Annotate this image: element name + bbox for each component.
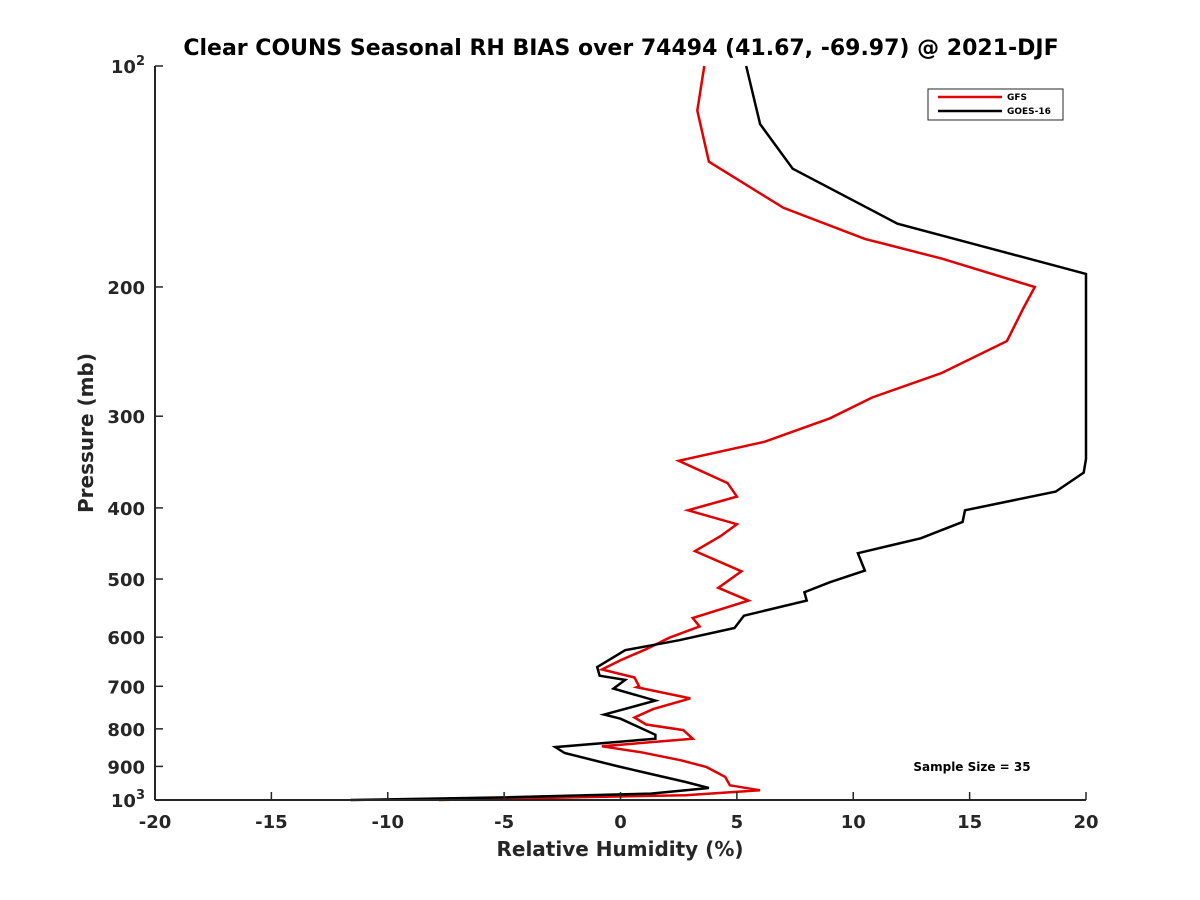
- x-tick-label: 10: [841, 812, 866, 833]
- x-tick-label: 20: [1073, 812, 1098, 833]
- x-tick-label: 5: [731, 812, 744, 833]
- sample-size-annotation: Sample Size = 35: [913, 760, 1030, 774]
- x-tick-label: 15: [957, 812, 982, 833]
- y-axis-ticks: 102 200 300 400 500 600 700 800 900 103: [107, 54, 163, 812]
- legend-label-goes16: GOES-16: [1007, 107, 1051, 117]
- y-tick-label: 102: [111, 54, 145, 78]
- y-tick-label: 200: [107, 278, 145, 299]
- x-tick-label: -20: [139, 812, 172, 833]
- y-tick-label: 900: [107, 757, 145, 778]
- chart-title: Clear COUNS Seasonal RH BIAS over 74494 …: [183, 36, 1058, 61]
- series-line-gfs: [438, 65, 1037, 802]
- y-tick-label: 400: [107, 499, 145, 520]
- x-axis-ticks: -20 -15 -10 -5 0 5 10 15 20: [139, 792, 1099, 833]
- x-tick-label: -10: [371, 812, 404, 833]
- y-tick-label: 700: [107, 677, 145, 698]
- y-tick-label: 800: [107, 720, 145, 741]
- y-tick-label: 300: [107, 407, 145, 428]
- y-tick-label: 600: [107, 628, 145, 649]
- legend-box: [927, 88, 1064, 121]
- y-tick-label: 500: [107, 570, 145, 591]
- legend: GFS GOES-16: [927, 88, 1064, 121]
- legend-label-gfs: GFS: [1007, 93, 1027, 103]
- y-tick-label: 103: [111, 788, 145, 812]
- x-tick-label: -15: [255, 812, 288, 833]
- x-tick-label: -5: [494, 812, 514, 833]
- x-tick-label: 0: [614, 812, 627, 833]
- x-axis-title: Relative Humidity (%): [496, 837, 743, 861]
- y-axis-title: Pressure (mb): [74, 353, 98, 513]
- series-layer: [350, 65, 1088, 802]
- series-line-goes-16: [350, 65, 1088, 802]
